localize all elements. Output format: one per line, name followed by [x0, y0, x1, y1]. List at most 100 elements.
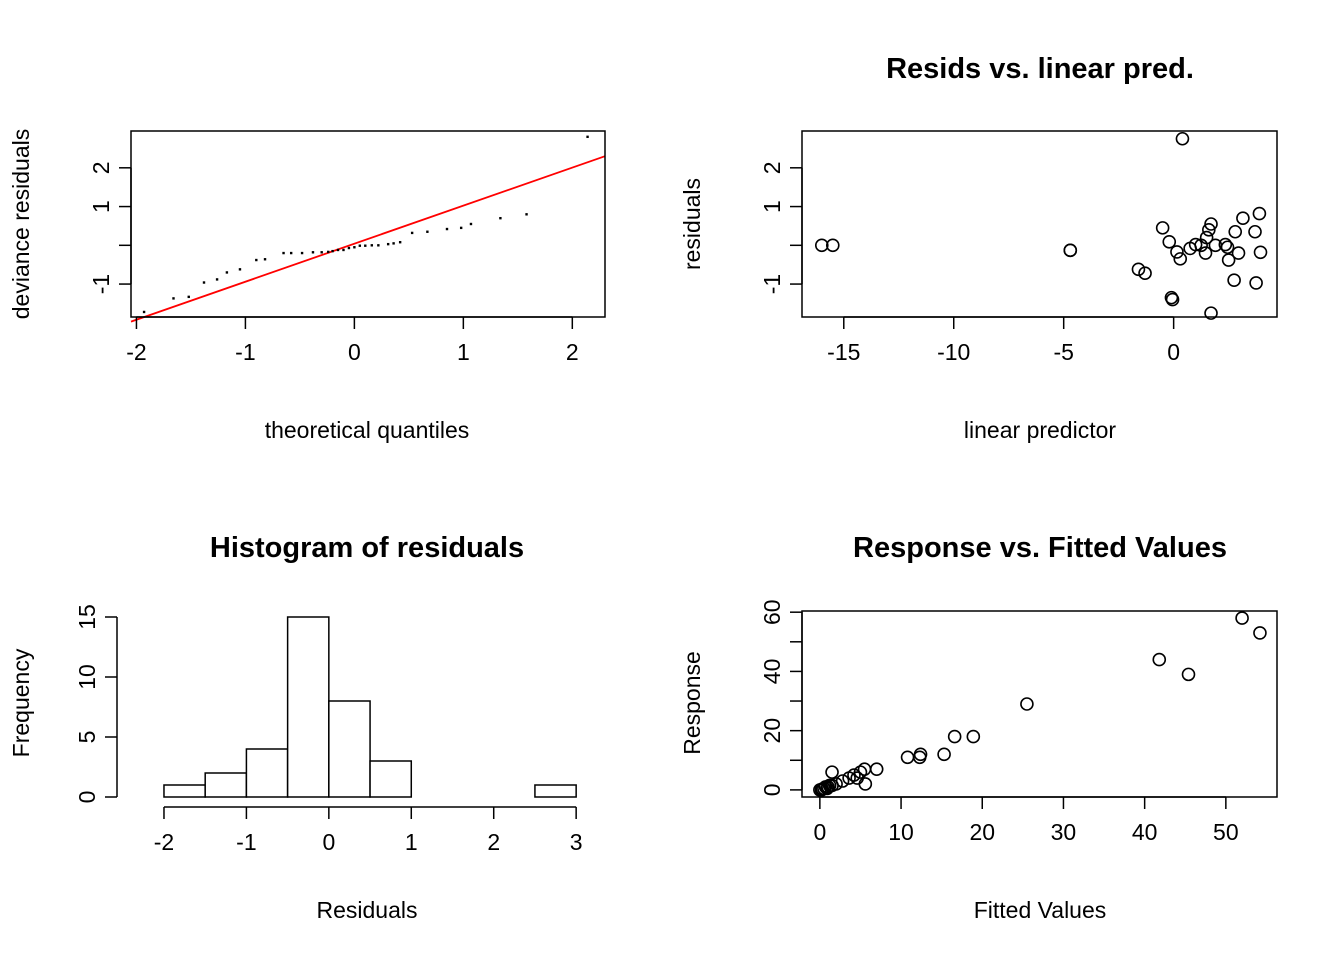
qq-point	[358, 244, 362, 247]
qq-plot-frame	[130, 130, 606, 318]
data-point	[1235, 611, 1249, 625]
x-tick-label: 3	[570, 829, 583, 855]
qq-point	[225, 271, 229, 274]
histogram-bar	[286, 616, 330, 798]
x-tick-label: 30	[1051, 819, 1077, 845]
qq-point	[311, 251, 315, 254]
data-point	[1020, 697, 1034, 711]
response-plot-y-label: Response	[679, 651, 705, 755]
data-point	[966, 729, 981, 744]
y-tick-label: 40	[759, 659, 785, 685]
data-point	[1175, 131, 1190, 146]
data-point	[1155, 221, 1170, 235]
histogram-y-axis: 0 5 10 15	[74, 604, 118, 804]
qq-reference-line	[130, 155, 606, 323]
response-plot-title: Response vs. Fitted Values	[853, 532, 1227, 564]
histogram-bar	[534, 784, 577, 798]
data-point	[1218, 237, 1233, 252]
qq-point	[370, 244, 374, 247]
histogram-bar	[245, 748, 289, 798]
y-tick-label: 0	[74, 791, 100, 804]
response-plot-x-axis: 0 10 20 30 40 50	[813, 796, 1239, 845]
x-tick-label: 40	[1132, 819, 1158, 845]
qq-plot-x-label: theoretical quantiles	[265, 417, 470, 443]
histogram-y-label: Frequency	[8, 648, 34, 757]
panel-qq-plot: -2 -1 0 1 2 -1 1 2 theoretical quantiles devia…	[8, 129, 606, 443]
data-point	[853, 765, 868, 779]
histogram-bar	[204, 772, 248, 798]
qq-point	[331, 249, 334, 253]
y-tick-label: 15	[74, 604, 100, 630]
qq-point	[377, 244, 380, 247]
qq-point	[386, 242, 390, 246]
qq-point	[525, 213, 528, 216]
data-point	[937, 747, 951, 762]
panel-response-vs-fitted: Response vs. Fitted Values 0 10 20 30 40 50 0…	[679, 532, 1278, 923]
histogram-bar	[369, 760, 413, 798]
data-point	[1249, 276, 1263, 290]
resids-plot-marks	[814, 131, 1268, 320]
x-tick-label: -2	[154, 829, 174, 855]
data-point	[1204, 217, 1218, 231]
response-plot-frame	[801, 610, 1278, 798]
x-tick-label: 0	[322, 829, 335, 855]
y-tick-label: 2	[759, 161, 785, 174]
qq-point	[142, 310, 146, 314]
data-point	[825, 765, 839, 779]
x-tick-label: -1	[235, 339, 255, 365]
resids-plot-y-label: residuals	[679, 178, 705, 270]
data-point	[1202, 223, 1216, 237]
panel-histogram: Histogram of residuals -2 -1 0 1 2 3 0 5 10 15 R…	[8, 532, 583, 923]
x-tick-label: 2	[566, 339, 579, 365]
data-point	[1162, 235, 1177, 249]
data-point	[1173, 252, 1188, 266]
data-point	[814, 238, 829, 253]
y-tick-label: 60	[759, 599, 785, 625]
qq-point	[426, 230, 429, 233]
qq-point	[320, 251, 323, 254]
x-tick-label: -1	[236, 829, 256, 855]
data-point	[1221, 253, 1236, 267]
x-tick-label: -15	[827, 339, 860, 365]
qq-plot-x-axis: -2 -1 0 1 2	[126, 316, 579, 365]
qq-point	[410, 231, 414, 235]
data-point	[857, 762, 872, 776]
histogram-bars	[163, 616, 577, 798]
response-plot-x-label: Fitted Values	[974, 897, 1107, 923]
qq-point	[255, 258, 258, 262]
qq-point	[398, 241, 402, 244]
x-tick-label: -10	[937, 339, 970, 365]
qq-point	[445, 227, 449, 231]
qq-point	[364, 244, 367, 247]
x-tick-label: 50	[1213, 819, 1239, 845]
qq-point	[238, 268, 242, 271]
y-tick-label: 0	[759, 783, 785, 796]
qq-point	[469, 222, 473, 226]
qq-point	[586, 135, 589, 139]
data-point	[858, 777, 873, 791]
resids-plot-x-axis: -15 -10 -5 0	[827, 316, 1180, 365]
resids-plot-title: Resids vs. linear pred.	[886, 53, 1194, 85]
data-point	[1252, 206, 1267, 221]
qq-point	[347, 246, 351, 250]
qq-point	[263, 258, 267, 261]
data-point	[829, 777, 843, 791]
data-point	[900, 750, 915, 765]
x-tick-label: 1	[457, 339, 470, 365]
response-plot-marks	[813, 611, 1267, 797]
data-point	[1236, 211, 1250, 225]
x-tick-label: 0	[1167, 339, 1180, 365]
data-point	[1228, 224, 1243, 239]
qq-point	[300, 251, 304, 255]
y-tick-label: 1	[88, 200, 114, 213]
qq-point	[282, 251, 285, 255]
qq-point	[327, 250, 330, 254]
resids-plot-x-label: linear predictor	[964, 417, 1116, 443]
data-point	[1253, 245, 1268, 260]
qq-point	[215, 278, 219, 281]
data-point	[1063, 243, 1078, 258]
qq-point	[353, 246, 356, 249]
data-point	[1204, 306, 1218, 320]
data-point	[1248, 224, 1262, 239]
